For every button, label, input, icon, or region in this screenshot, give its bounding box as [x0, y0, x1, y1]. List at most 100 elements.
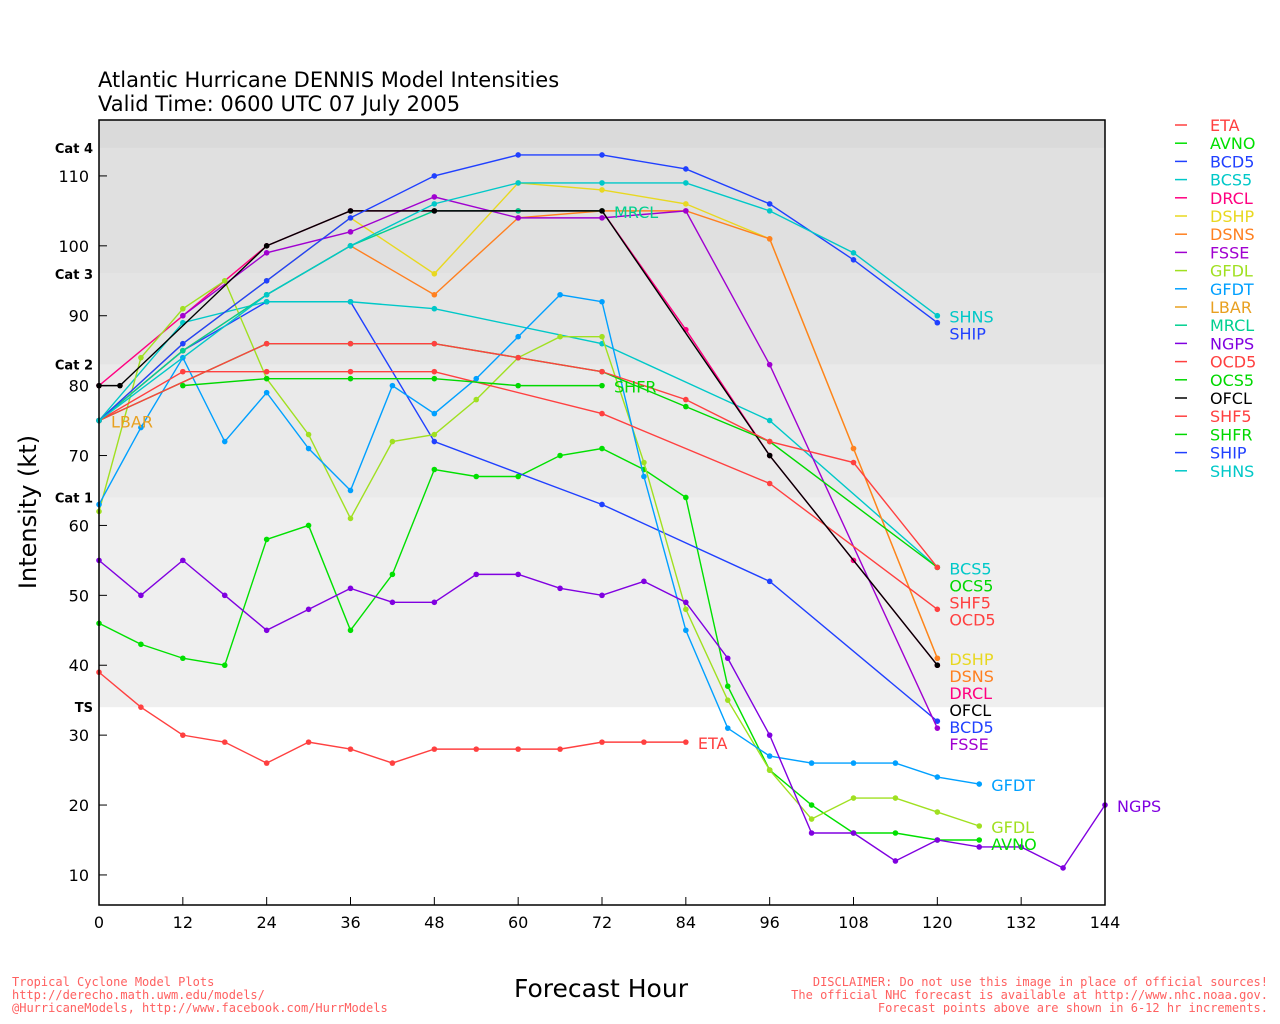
- data-point-ngps: [850, 830, 857, 836]
- data-point-eta: [515, 746, 521, 752]
- data-point-ngps: [431, 599, 438, 606]
- data-point-gfdl: [221, 277, 228, 284]
- data-point-shns: [263, 291, 270, 298]
- category-label: Cat 3: [55, 268, 93, 283]
- footer-right-line: The official NHC forecast is available a…: [791, 988, 1268, 1002]
- data-point-eta: [263, 760, 270, 766]
- data-point-ngps: [221, 592, 228, 599]
- data-point-ngps: [473, 571, 480, 578]
- legend-entry: SHNS: [1210, 462, 1254, 481]
- series-end-label: AVNO: [991, 835, 1036, 854]
- data-point-ofcl: [934, 662, 941, 669]
- legend-entry: NGPS: [1210, 334, 1254, 353]
- data-point-ngps: [1060, 865, 1066, 871]
- y-tick-label: 110: [58, 167, 89, 186]
- data-point-gfdt: [724, 725, 731, 731]
- data-point-bcd5: [599, 501, 605, 508]
- data-point-ngps: [892, 858, 899, 864]
- data-point-shf5: [263, 340, 270, 347]
- data-point-gfdl: [347, 515, 354, 522]
- x-tick-label: 72: [592, 913, 612, 932]
- y-tick-label: 40: [69, 656, 89, 675]
- category-band: [99, 120, 1105, 148]
- series-line-ocd5: [98, 370, 938, 610]
- data-point-gfdl: [808, 816, 815, 822]
- data-point-avno: [263, 536, 270, 543]
- series-line-shfr: [182, 377, 602, 387]
- data-point-ngps: [263, 627, 270, 634]
- data-point-fsse: [599, 215, 605, 221]
- data-point-ship: [934, 319, 941, 326]
- data-point-avno: [683, 494, 689, 501]
- y-tick-label: 80: [69, 377, 89, 396]
- data-point-avno: [976, 837, 983, 843]
- data-point-ship: [766, 201, 773, 207]
- legend-entry: OCS5: [1210, 371, 1254, 390]
- footer-right-line: Forecast points above are shown in 6-12 …: [878, 1001, 1268, 1015]
- category-label: Cat 1: [55, 491, 93, 506]
- data-point-ship: [683, 166, 689, 172]
- series-end-label: SHFR: [614, 378, 657, 397]
- y-tick-label: 10: [69, 866, 89, 885]
- legend-entry: MRCL: [1210, 316, 1254, 335]
- data-point-bcd5: [431, 438, 438, 445]
- data-point-ocd5: [934, 606, 941, 613]
- y-axis-label: Intensity (kt): [14, 435, 42, 589]
- data-point-bcs5: [431, 305, 438, 312]
- data-point-eta: [305, 739, 312, 745]
- data-point-eta: [599, 739, 605, 745]
- data-point-ship: [850, 257, 857, 263]
- series-line-ofcl: [99, 210, 938, 666]
- series-end-label: DSNS: [949, 667, 994, 686]
- data-point-ngps: [305, 606, 312, 613]
- legend-entry: OFCL: [1210, 389, 1252, 408]
- data-point-shf5: [347, 340, 354, 347]
- data-point-dshp: [683, 201, 689, 207]
- x-tick-label: 120: [922, 913, 953, 932]
- data-point-bcd5: [766, 578, 773, 585]
- data-point-shf5: [599, 368, 605, 375]
- x-tick-label: 60: [508, 913, 528, 932]
- data-point-ocd5: [347, 368, 354, 375]
- data-point-gfdt: [263, 389, 270, 396]
- data-point-ship: [180, 340, 186, 347]
- data-point-avno: [724, 683, 731, 690]
- footer-right: DISCLAIMER: Do not use this image in pla…: [791, 975, 1268, 1015]
- data-point-ofcl: [117, 382, 123, 389]
- chart-subtitle: Valid Time: 0600 UTC 07 July 2005: [98, 92, 460, 116]
- data-point-ofcl: [766, 452, 773, 459]
- data-point-ocd5: [599, 410, 605, 417]
- data-point-eta: [389, 760, 396, 766]
- y-tick-label: 50: [69, 586, 89, 605]
- data-point-ngps: [934, 837, 941, 843]
- data-point-ngps: [1018, 844, 1024, 850]
- data-point-shns: [515, 180, 521, 186]
- data-point-ngps: [683, 599, 689, 606]
- data-point-shns: [766, 208, 773, 214]
- data-point-avno: [138, 641, 144, 648]
- data-point-eta: [557, 746, 563, 752]
- data-point-ngps: [724, 655, 731, 662]
- data-point-shfr: [180, 382, 186, 389]
- data-point-dsns: [431, 291, 438, 298]
- y-tick-label: 90: [69, 307, 89, 326]
- x-tick-label: 24: [256, 913, 276, 932]
- data-point-shfr: [263, 375, 270, 382]
- y-tick-label: 70: [69, 447, 89, 466]
- y-tick-label: 30: [69, 726, 89, 745]
- data-point-gfdt: [221, 438, 228, 445]
- data-point-ngps: [389, 599, 396, 606]
- data-point-eta: [431, 746, 438, 752]
- data-point-avno: [431, 466, 438, 473]
- data-point-gfdl: [766, 767, 773, 773]
- legend-entry: SHIP: [1210, 444, 1247, 463]
- data-point-ngps: [138, 592, 144, 599]
- data-point-eta: [138, 704, 144, 710]
- data-point-ocd5: [431, 368, 438, 375]
- data-point-shf5: [850, 459, 857, 466]
- data-point-ocs5: [683, 403, 689, 410]
- data-point-ngps: [515, 571, 521, 578]
- y-tick-label: 20: [69, 796, 89, 815]
- data-point-ngps: [976, 844, 983, 850]
- footer-left-line: Tropical Cyclone Model Plots: [12, 975, 214, 989]
